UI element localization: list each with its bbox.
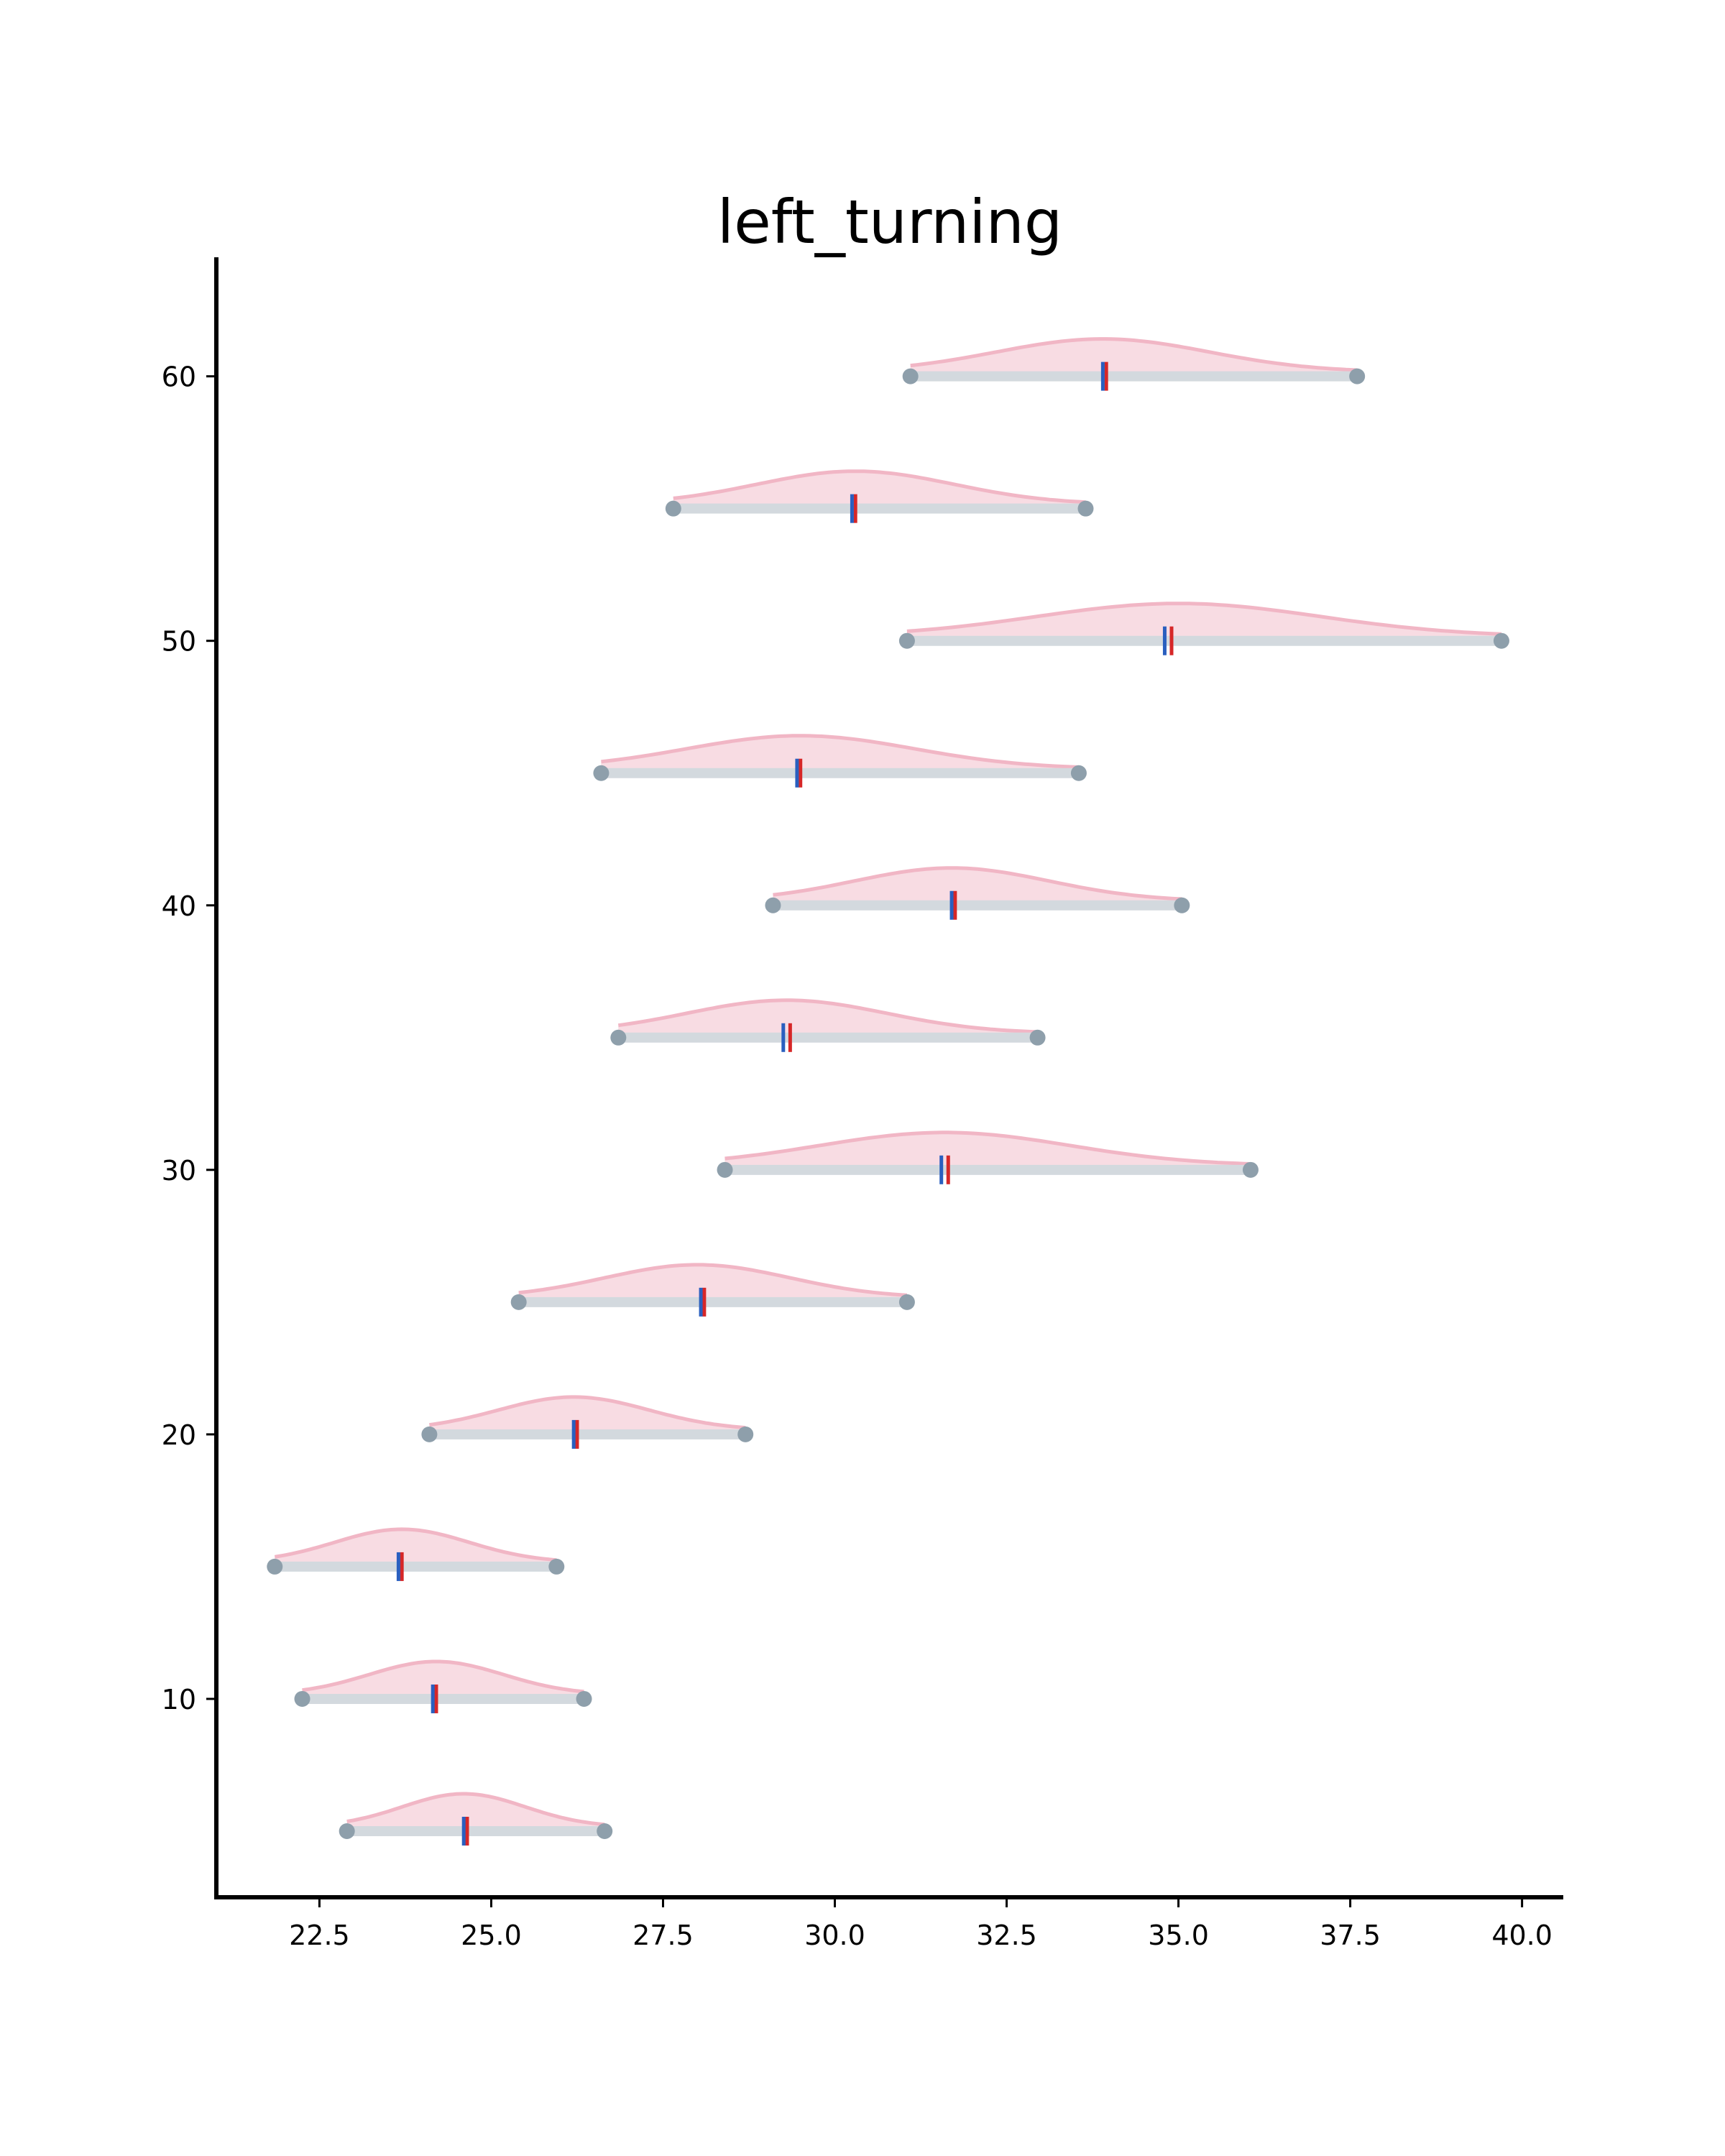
min-point: [717, 1161, 733, 1178]
x-tick-label: 30.0: [804, 1920, 865, 1951]
ridge-y-5: [339, 1792, 613, 1846]
max-point: [548, 1558, 565, 1575]
min-point: [765, 897, 781, 913]
ridge-y-30: [717, 1130, 1259, 1184]
chart-title: left_turning: [717, 187, 1062, 257]
density-line: [773, 866, 1182, 901]
x-tick-label: 25.0: [461, 1920, 522, 1951]
ridge-y-45: [593, 734, 1087, 788]
max-point: [1242, 1161, 1259, 1178]
min-point: [610, 1029, 627, 1046]
min-point: [339, 1823, 355, 1839]
density-fill: [302, 1662, 584, 1695]
density-line: [346, 1792, 605, 1827]
min-point: [267, 1558, 283, 1575]
max-point: [1077, 500, 1094, 517]
min-point: [421, 1426, 438, 1442]
density-fill: [429, 1396, 746, 1430]
density-line: [673, 469, 1086, 505]
ridges: [267, 337, 1509, 1846]
density-fill: [618, 1000, 1038, 1033]
density-fill: [773, 867, 1182, 901]
ridge-y-25: [510, 1263, 915, 1317]
y-tick-label: 30: [162, 1155, 196, 1187]
y-tick-label: 10: [162, 1684, 196, 1715]
max-point: [1029, 1029, 1046, 1046]
min-point: [510, 1294, 527, 1310]
min-point: [898, 632, 915, 649]
density-fill: [518, 1264, 907, 1298]
x-tick-label: 27.5: [632, 1920, 694, 1951]
density-fill: [346, 1794, 605, 1827]
ridge-y-60: [902, 337, 1366, 391]
density-fill: [906, 603, 1501, 637]
max-point: [597, 1823, 613, 1839]
density-line: [910, 337, 1358, 372]
max-point: [576, 1690, 592, 1707]
density-line: [601, 734, 1079, 769]
ridge-y-55: [665, 469, 1094, 523]
axes: [214, 257, 1563, 1899]
density-line: [274, 1527, 557, 1562]
ridge-y-10: [294, 1659, 592, 1713]
ridge-y-40: [765, 866, 1190, 920]
density-line: [617, 998, 1038, 1034]
ridge-y-15: [267, 1527, 565, 1581]
ridge-y-35: [610, 998, 1046, 1052]
density-line: [518, 1263, 908, 1297]
y-tick-label: 60: [162, 361, 196, 393]
x-tick-label: 40.0: [1491, 1920, 1552, 1951]
max-point: [1174, 897, 1190, 913]
max-point: [1070, 765, 1087, 781]
max-point: [1349, 368, 1366, 384]
min-point: [294, 1690, 310, 1707]
ridge-y-50: [898, 602, 1509, 655]
x-tick-label: 32.5: [976, 1920, 1037, 1951]
min-point: [902, 368, 919, 384]
y-tick-label: 40: [162, 890, 196, 922]
y-ticks: 10 20 30 40 50 60: [162, 361, 216, 1715]
x-tick-label: 35.0: [1148, 1920, 1209, 1951]
ridge-y-20: [421, 1395, 754, 1449]
y-tick-label: 20: [162, 1419, 196, 1451]
max-point: [1493, 632, 1509, 649]
density-line: [302, 1659, 584, 1694]
max-point: [898, 1294, 915, 1310]
density-line: [906, 602, 1501, 636]
density-fill: [275, 1529, 557, 1562]
y-tick-label: 50: [162, 626, 196, 658]
x-tick-label: 22.5: [289, 1920, 350, 1951]
x-tick-label: 37.5: [1320, 1920, 1381, 1951]
min-point: [665, 500, 681, 517]
density-line: [429, 1395, 746, 1429]
density-fill: [910, 338, 1358, 372]
max-point: [737, 1426, 754, 1442]
density-line: [724, 1130, 1251, 1166]
min-point: [593, 765, 610, 781]
density-fill: [673, 471, 1086, 505]
x-ticks: 22.5 25.0 27.5 30.0 32.5 35.0 37.5 40.0: [289, 1897, 1552, 1951]
